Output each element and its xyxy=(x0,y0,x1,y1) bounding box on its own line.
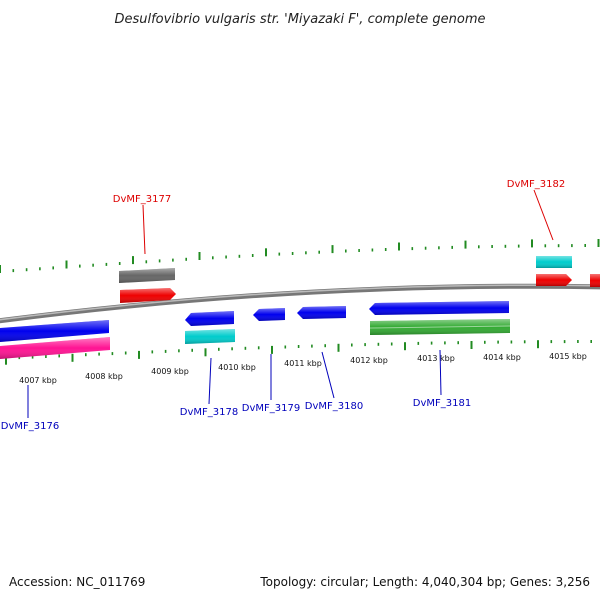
gene-label-DvMF_3181[interactable]: DvMF_3181 xyxy=(413,398,471,409)
gene-label-DvMF_3176[interactable]: DvMF_3176 xyxy=(1,421,59,432)
gene-labels: DvMF_3177 DvMF_3182 DvMF_3176 DvMF_3178 … xyxy=(1,179,565,432)
gene-DvMF_3177[interactable] xyxy=(120,288,176,303)
gene-DvMF_3181[interactable] xyxy=(369,301,509,315)
axis-label: 4014 kbp xyxy=(483,353,521,362)
feature-pink-reverse[interactable] xyxy=(0,337,110,359)
gene-label-DvMF_3177[interactable]: DvMF_3177 xyxy=(113,194,171,205)
genome-backbone xyxy=(0,283,600,324)
axis-label: 4015 kbp xyxy=(549,352,587,361)
feature-gray-forward[interactable] xyxy=(119,268,175,283)
inner-tick-ring xyxy=(5,340,593,365)
accession-text: Accession: NC_011769 xyxy=(9,575,145,589)
axis-label: 4007 kbp xyxy=(19,376,57,385)
genome-summary-text: Topology: circular; Length: 4,040,304 bp… xyxy=(259,575,590,589)
gene-label-DvMF_3180[interactable]: DvMF_3180 xyxy=(305,401,363,412)
label-leaders xyxy=(27,189,554,418)
genome-backbone-highlight xyxy=(0,284,600,321)
gene-label-DvMF_3178[interactable]: DvMF_3178 xyxy=(180,407,238,418)
gene-label-DvMF_3179[interactable]: DvMF_3179 xyxy=(242,403,300,414)
feature-cyan-reverse[interactable] xyxy=(185,329,235,344)
gene-DvMF_3182[interactable] xyxy=(536,274,572,286)
axis-label: 4013 kbp xyxy=(417,354,455,363)
feature-red-forward-edge[interactable] xyxy=(590,274,600,287)
axis-label: 4011 kbp xyxy=(284,359,322,368)
axis-label: 4012 kbp xyxy=(350,356,388,365)
axis-labels: 4007 kbp 4008 kbp 4009 kbp 4010 kbp 4011… xyxy=(19,352,587,385)
gene-DvMF_3178[interactable] xyxy=(185,311,234,326)
gene-label-DvMF_3182[interactable]: DvMF_3182 xyxy=(507,179,565,190)
gene-DvMF_3180[interactable] xyxy=(297,306,346,319)
gene-DvMF_3176[interactable] xyxy=(0,320,109,342)
gene-DvMF_3179[interactable] xyxy=(253,308,285,321)
axis-label: 4008 kbp xyxy=(85,372,123,381)
map-title: Desulfovibrio vulgaris str. 'Miyazaki F'… xyxy=(114,12,485,27)
outer-tick-ring xyxy=(0,239,600,273)
feature-cyan-forward[interactable] xyxy=(536,256,572,268)
axis-label: 4010 kbp xyxy=(218,363,256,372)
axis-label: 4009 kbp xyxy=(151,367,189,376)
feature-green-reverse[interactable] xyxy=(369,319,511,335)
